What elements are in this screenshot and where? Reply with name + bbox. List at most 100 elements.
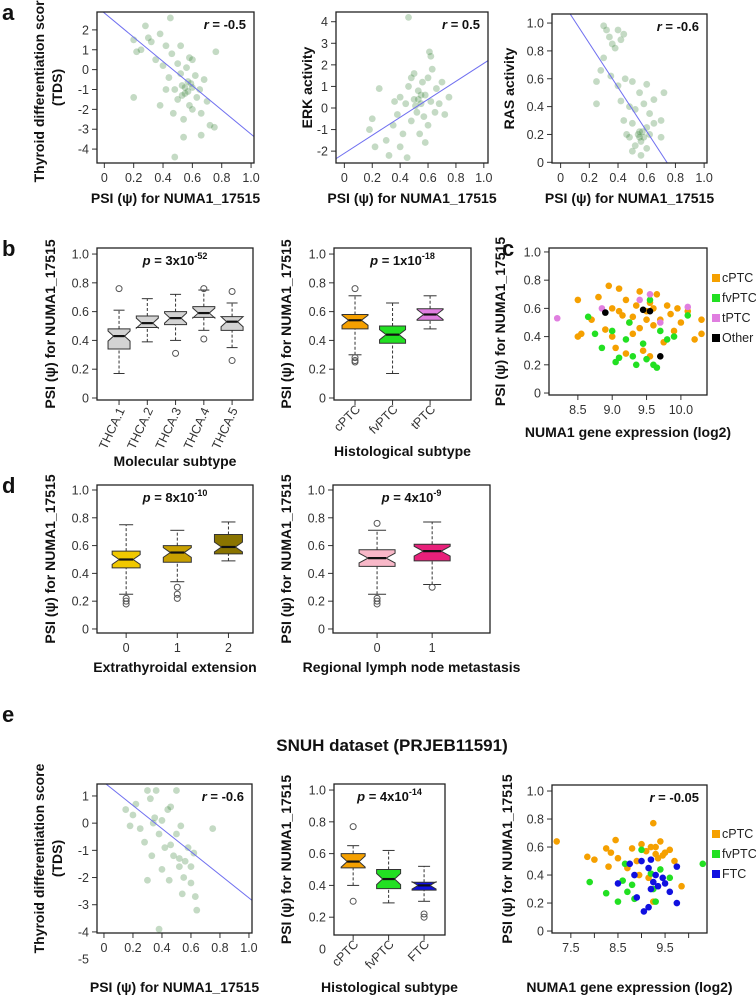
x-tick-label: 0.8 <box>211 941 228 955</box>
notched-box <box>341 314 369 330</box>
y-tick-label: 0.6 <box>524 302 541 316</box>
data-point <box>184 88 192 95</box>
data-point <box>188 56 196 64</box>
data-point <box>643 144 651 152</box>
legend-swatch <box>712 870 720 878</box>
correlation-label: r = -0.05 <box>649 790 699 805</box>
data-point <box>169 109 177 117</box>
y-tick-label: 0.4 <box>527 100 544 114</box>
data-point <box>177 70 185 77</box>
y-tick-label: 0.2 <box>524 358 541 372</box>
data-point-cPTC <box>639 347 647 355</box>
stat-symbol: r <box>204 17 210 32</box>
data-point <box>407 117 415 125</box>
y-axis-label: (TDS) <box>49 69 65 106</box>
data-point <box>197 109 205 117</box>
data-point-cPTC <box>691 336 698 343</box>
legend-label: fvPTC <box>722 291 756 305</box>
y-tick-label: 0.6 <box>527 72 544 86</box>
data-point <box>410 70 418 77</box>
x-axis-label: PSI (ψ) for NUMA1_17515 <box>91 190 260 206</box>
data-point <box>165 876 173 884</box>
x-axis-label: PSI (ψ) for NUMA1_17515 <box>327 190 496 206</box>
data-point-fvPTC <box>646 296 654 304</box>
y-tick-label: 0.6 <box>72 539 89 553</box>
y-tick-label: 1 <box>82 789 89 803</box>
data-point <box>660 89 668 97</box>
data-point-FTC <box>631 871 638 879</box>
x-axis-label: Histological subtype <box>334 443 471 459</box>
data-point <box>188 105 196 113</box>
data-point <box>129 811 137 819</box>
outlier-point <box>349 823 357 831</box>
box-0 <box>358 519 396 608</box>
x-tick-label: THCA.4 <box>181 405 212 451</box>
plot-frame <box>96 247 254 401</box>
notched-box <box>107 328 131 350</box>
data-point-fvPTC <box>629 353 637 360</box>
stat-exponent: -10 <box>194 488 207 498</box>
x-tick-label: 10.0 <box>669 403 693 417</box>
plot-frame <box>335 11 489 164</box>
data-point-cPTC <box>698 316 705 323</box>
box-tPTC <box>416 295 444 330</box>
data-point-fvPTC <box>614 898 622 905</box>
data-point <box>445 93 453 101</box>
outlier-point <box>122 600 130 608</box>
data-point-FTC <box>647 885 655 893</box>
stat-value: = 4x10 <box>365 789 409 804</box>
y-tick-label: 0.4 <box>524 330 541 344</box>
x-tick-label: 0 <box>123 641 130 655</box>
y-tick-label: 0 <box>82 622 89 636</box>
data-point <box>405 13 412 21</box>
y-tick-label: -1 <box>78 844 89 858</box>
data-point-cPTC <box>643 316 650 323</box>
y-tick-label: -4 <box>78 925 89 939</box>
legend-label: cPTC <box>722 827 753 841</box>
data-point <box>158 865 166 873</box>
data-point <box>646 110 653 117</box>
data-point <box>162 42 170 50</box>
outlier-point <box>228 287 236 295</box>
data-point <box>438 78 446 86</box>
x-axis-label: Extrathyroidal extension <box>93 659 256 675</box>
stat-value: = 3x10 <box>151 253 195 268</box>
x-tick-label: 1 <box>174 641 181 655</box>
box-1 <box>413 521 451 591</box>
x-tick-label: 1.0 <box>240 941 257 955</box>
data-point <box>181 84 189 91</box>
x-tick-label: 0.2 <box>125 171 142 185</box>
data-point <box>617 97 625 105</box>
y-tick-label: 0.2 <box>527 897 544 911</box>
y-tick-label: 1.0 <box>309 248 326 262</box>
regression-line <box>336 60 488 160</box>
data-point <box>144 34 152 42</box>
legend-swatch <box>712 830 720 838</box>
data-point-cPTC <box>670 327 678 335</box>
y-tick-label: 2 <box>82 23 89 37</box>
stat-value: = -0.5 <box>209 17 246 32</box>
p-value-label: p = 3x10-52 <box>142 251 208 268</box>
notched-box <box>213 533 243 555</box>
stat-value: = 1x10 <box>378 253 422 268</box>
y-tick-label: 0.2 <box>308 595 325 609</box>
outlier-point <box>420 910 428 918</box>
data-point-fvPTC <box>663 336 671 343</box>
data-point <box>396 93 404 101</box>
data-point-fvPTC <box>602 889 610 897</box>
outlier-point <box>351 358 359 366</box>
data-point <box>161 844 169 852</box>
x-tick-label: 0.6 <box>184 171 201 185</box>
x-tick-label: THCA.2 <box>125 405 156 451</box>
data-point <box>191 893 199 900</box>
data-point <box>186 101 193 109</box>
data-point <box>152 787 160 794</box>
y-tick-label: 0 <box>319 942 326 956</box>
data-point-fvPTC <box>586 878 593 886</box>
data-point-Other <box>602 309 609 316</box>
data-point <box>212 48 220 56</box>
data-point-FTC <box>659 874 667 882</box>
outlier-point <box>351 285 359 293</box>
x-tick-label: 0.4 <box>153 941 170 955</box>
data-point <box>166 14 174 22</box>
